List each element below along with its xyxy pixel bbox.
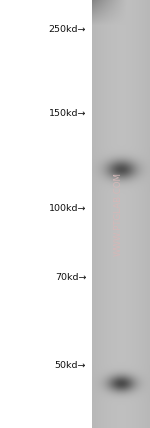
Text: 250kd→: 250kd→: [49, 24, 86, 34]
Text: 50kd→: 50kd→: [55, 361, 86, 371]
Text: WWW.PTGLAB.COM: WWW.PTGLAB.COM: [114, 172, 123, 256]
Text: 70kd→: 70kd→: [55, 273, 86, 282]
Text: 100kd→: 100kd→: [49, 204, 86, 213]
Text: 150kd→: 150kd→: [49, 109, 86, 118]
